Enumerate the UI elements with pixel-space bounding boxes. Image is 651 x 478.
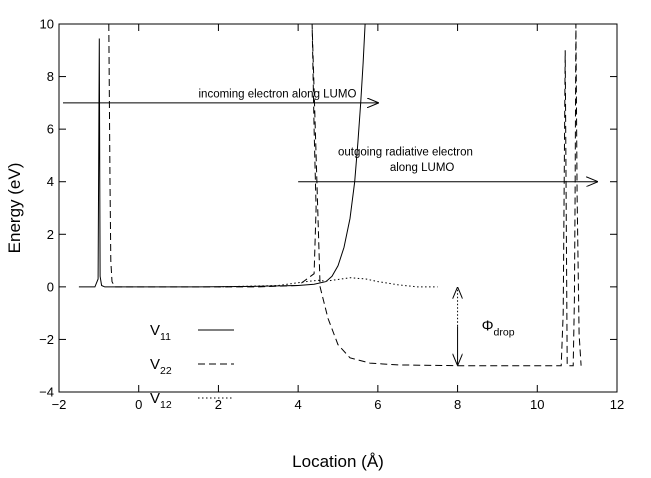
x-tick-label: −2 [52, 397, 67, 412]
annotation-text-1: incoming electron along LUMO [199, 89, 357, 101]
x-tick-label: 6 [374, 397, 381, 412]
y-tick-label: 2 [47, 227, 54, 242]
plot-frame [58, 23, 618, 393]
y-tick-label: 8 [47, 69, 54, 84]
x-tick-label: 4 [295, 397, 302, 412]
annotation-text-2: outgoing radiative electron [338, 146, 473, 158]
y-tick-label: 6 [47, 122, 54, 137]
legend-label-v22: V22 [150, 356, 172, 377]
phi-drop-label: Φdrop [482, 317, 515, 338]
series-line-v22 [108, 23, 582, 367]
x-axis-title: Location (Å) [292, 452, 384, 471]
y-tick-label: −4 [39, 385, 54, 400]
legend: V11 V22 V12 [150, 322, 234, 411]
annotation-text-3: along LUMO [390, 162, 455, 174]
legend-label-v11: V11 [150, 322, 171, 343]
x-tick-label: 8 [454, 397, 461, 412]
y-axis-title: Energy (eV) [5, 163, 24, 254]
series-layer [78, 23, 582, 367]
series-line-v11 [78, 23, 366, 288]
y-tick-label: 4 [47, 174, 54, 189]
annotation-layer: incoming electron along LUMO outgoing rad… [62, 89, 597, 365]
x-tick-label: 0 [135, 397, 142, 412]
series-line-v12 [218, 277, 438, 288]
y-tick-label: 10 [40, 17, 54, 32]
x-tick-label: 10 [530, 397, 544, 412]
x-tick-label: 12 [610, 397, 624, 412]
y-tick-label: −2 [39, 332, 54, 347]
x-tick-label: 2 [215, 397, 222, 412]
y-tick-label: 0 [47, 279, 54, 294]
legend-label-v12: V12 [150, 390, 172, 411]
